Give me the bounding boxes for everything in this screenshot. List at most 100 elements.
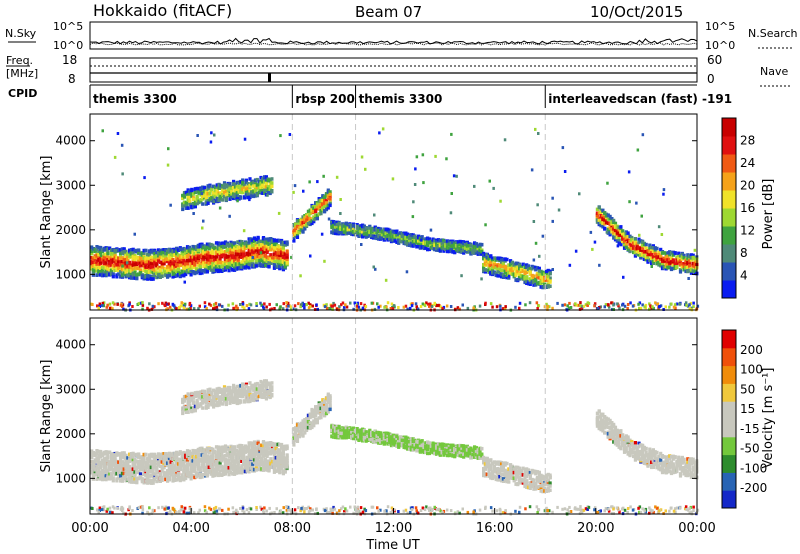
- power-cell: [232, 194, 236, 198]
- velocity-cell: [120, 467, 124, 471]
- power-cell: [482, 251, 486, 256]
- power-cell: [153, 268, 157, 272]
- power-cell: [439, 305, 442, 309]
- power-cell: [282, 302, 285, 306]
- power-cell: [309, 254, 312, 258]
- power-cell: [164, 251, 168, 256]
- power-cell: [299, 274, 302, 278]
- power-cell: [139, 301, 143, 305]
- power-cell: [104, 252, 108, 256]
- power-cell: [271, 241, 275, 246]
- power-cell: [167, 273, 171, 278]
- power-cell: [630, 235, 634, 240]
- power-cell: [230, 195, 234, 200]
- velocity-cell: [129, 458, 133, 463]
- power-cell: [539, 272, 543, 277]
- power-cell: [240, 247, 244, 251]
- power-cell: [181, 204, 185, 208]
- power-cell: [331, 304, 334, 308]
- power-cell: [299, 225, 303, 230]
- power-cell: [198, 264, 202, 269]
- power-cell: [297, 302, 300, 306]
- power-cell: [278, 247, 282, 252]
- power-cell: [684, 303, 687, 307]
- power-cell: [252, 184, 256, 188]
- velocity-cell: [128, 458, 132, 462]
- power-cell: [671, 261, 675, 266]
- power-cell: [496, 267, 500, 271]
- power-cell: [603, 305, 606, 309]
- velocity-cell: [102, 459, 106, 464]
- power-cell: [607, 303, 610, 307]
- power-cell: [201, 226, 204, 230]
- power-cell: [167, 261, 171, 266]
- power-cell: [228, 214, 231, 218]
- power-cell: [478, 304, 482, 308]
- power-cell: [185, 258, 190, 263]
- velocity-cell: [91, 472, 95, 476]
- power-cell: [240, 260, 244, 264]
- power-cell: [199, 188, 203, 192]
- power-cell: [183, 302, 187, 306]
- power-cell: [465, 244, 469, 248]
- power-cell: [138, 264, 143, 268]
- power-cell: [507, 274, 511, 278]
- power-cell: [503, 138, 507, 142]
- power-cell: [269, 241, 273, 245]
- power-cell: [124, 265, 128, 269]
- freq-gap-marker: [268, 73, 271, 82]
- power-cell: [680, 253, 684, 257]
- power-cell: [141, 301, 144, 305]
- velocity-cell: [90, 455, 94, 460]
- power-cell: [158, 253, 162, 258]
- power-cell: [115, 255, 119, 260]
- power-cell: [200, 271, 204, 275]
- power-cell: [599, 210, 603, 214]
- velocity-cell: [115, 467, 119, 471]
- power-cell: [391, 177, 395, 181]
- velocity-cell: [109, 467, 114, 471]
- power-cell: [292, 228, 296, 232]
- power-cell: [258, 261, 262, 265]
- power-cell: [415, 236, 419, 240]
- power-cell: [142, 252, 146, 256]
- power-cell: [312, 219, 316, 224]
- velocity-cell: [131, 480, 135, 484]
- power-cell: [248, 177, 252, 181]
- power-cell: [184, 260, 188, 264]
- power-cell: [424, 246, 428, 250]
- power-cell: [285, 301, 288, 305]
- power-cell: [505, 273, 509, 277]
- power-cell: [182, 191, 187, 195]
- power-cell: [257, 190, 261, 195]
- power-cell: [111, 252, 115, 256]
- power-cell: [180, 257, 184, 262]
- power-cell: [601, 225, 605, 229]
- power-cell: [169, 267, 173, 271]
- power-cell: [456, 240, 460, 244]
- power-cell: [216, 252, 220, 256]
- power-cell: [657, 250, 661, 255]
- power-cell: [391, 307, 395, 311]
- power-cell: [662, 266, 666, 270]
- power-cell: [324, 192, 329, 197]
- power-cell: [492, 256, 496, 260]
- power-cell: [537, 269, 541, 273]
- power-cell: [482, 253, 486, 258]
- velocity-cell: [128, 472, 132, 477]
- power-cell: [404, 304, 408, 308]
- power-cell: [248, 184, 252, 188]
- power-cell: [678, 254, 683, 258]
- velocity-cell: [99, 454, 103, 459]
- power-cell: [256, 240, 260, 244]
- power-cell: [458, 307, 461, 311]
- power-cell: [268, 185, 272, 189]
- power-cell: [153, 250, 157, 254]
- power-cell: [128, 302, 131, 306]
- velocity-cell: [102, 452, 106, 456]
- velocity-cell: [122, 471, 126, 476]
- power-cell: [521, 277, 525, 281]
- power-cell: [178, 258, 182, 262]
- power-cell: [521, 275, 525, 279]
